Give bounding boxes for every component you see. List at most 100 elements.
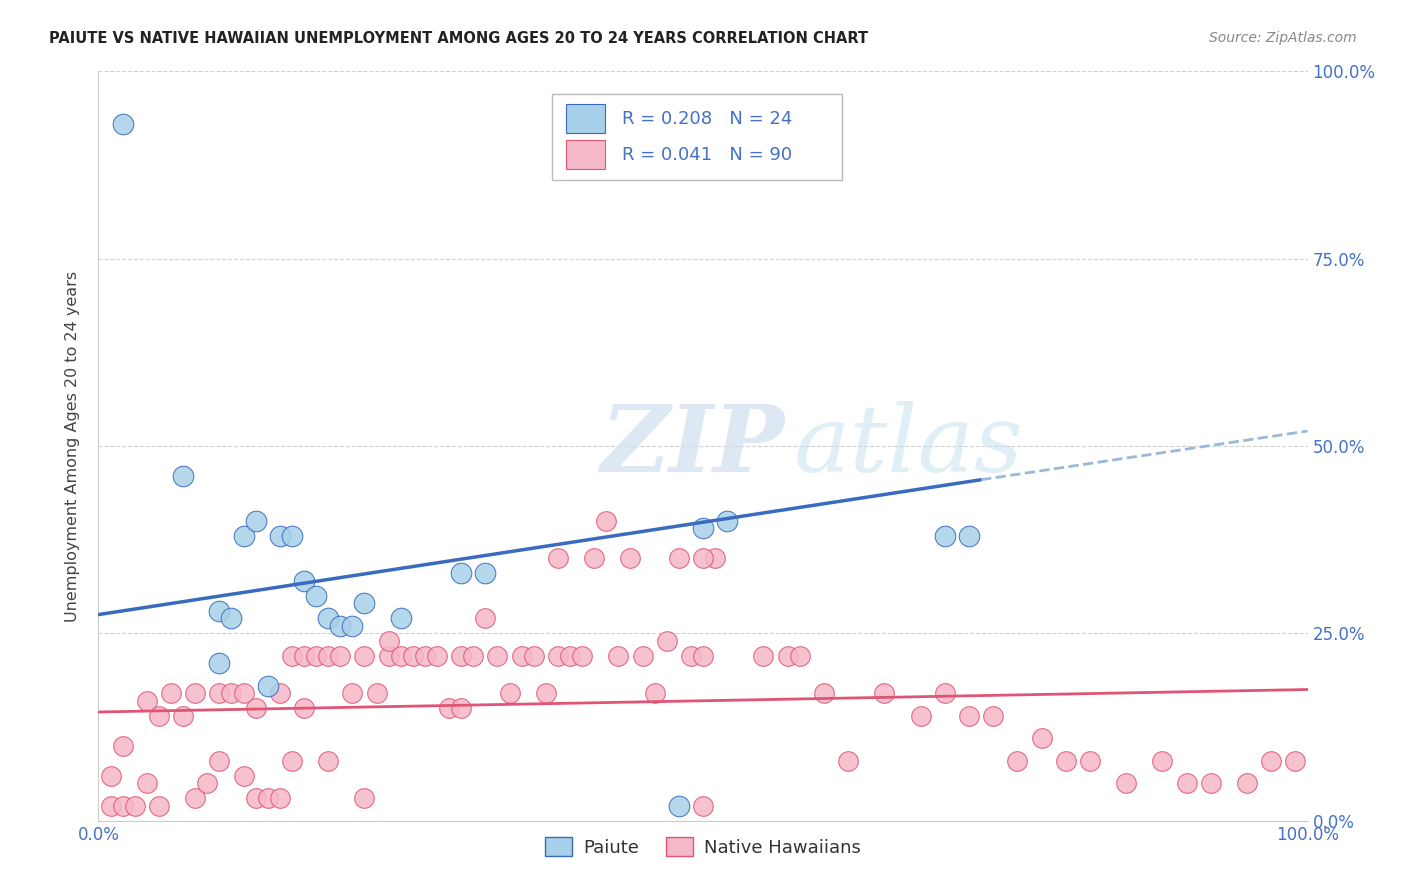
Point (366, 686, 388, 700)
Point (934, 529, 956, 543)
Point (389, 611, 412, 625)
Point (1175, 776, 1198, 790)
Point (413, 648, 436, 663)
Text: R = 0.041   N = 90: R = 0.041 N = 90 (621, 145, 792, 163)
Point (124, 798, 146, 813)
Point (135, 694, 157, 708)
Point (269, 686, 291, 700)
Point (292, 701, 315, 715)
Point (353, 791, 375, 805)
Point (245, 701, 267, 715)
Point (558, 648, 581, 663)
Point (716, 514, 738, 528)
Point (184, 686, 207, 700)
Point (1078, 754, 1101, 768)
Point (269, 529, 291, 543)
Point (269, 791, 291, 805)
Text: Source: ZipAtlas.com: Source: ZipAtlas.com (1209, 31, 1357, 45)
Point (644, 686, 666, 700)
Point (523, 648, 546, 663)
Point (245, 791, 267, 805)
Point (934, 686, 956, 700)
Point (111, 798, 134, 813)
Point (160, 686, 183, 700)
Point (256, 791, 278, 805)
Point (510, 648, 533, 663)
Point (607, 648, 630, 663)
Point (1260, 754, 1282, 768)
Point (245, 514, 267, 528)
Point (172, 469, 194, 483)
Point (463, 648, 485, 663)
Point (704, 551, 727, 566)
Point (232, 769, 254, 783)
Point (631, 648, 654, 663)
Legend: Paiute, Native Hawaiians: Paiute, Native Hawaiians (538, 830, 868, 864)
Point (292, 574, 315, 588)
Point (232, 686, 254, 700)
Point (100, 769, 122, 783)
Text: PAIUTE VS NATIVE HAWAIIAN UNEMPLOYMENT AMONG AGES 20 TO 24 YEARS CORRELATION CHA: PAIUTE VS NATIVE HAWAIIAN UNEMPLOYMENT A… (49, 31, 869, 46)
Point (342, 619, 364, 633)
Point (486, 648, 509, 663)
Point (957, 708, 980, 723)
Point (111, 739, 134, 753)
Point (208, 604, 231, 618)
Point (547, 648, 569, 663)
Point (692, 648, 714, 663)
Point (389, 648, 412, 663)
Point (305, 648, 328, 663)
Point (329, 619, 352, 633)
Point (837, 754, 859, 768)
Point (111, 117, 134, 131)
Point (668, 798, 690, 813)
Point (655, 633, 678, 648)
Point (195, 776, 218, 790)
Point (668, 551, 690, 566)
Point (752, 648, 775, 663)
Point (316, 648, 339, 663)
Point (571, 648, 593, 663)
Point (534, 686, 557, 700)
Point (208, 754, 231, 768)
Point (353, 648, 375, 663)
Text: ZIP: ZIP (600, 401, 785, 491)
Point (1284, 754, 1306, 768)
Point (281, 529, 304, 543)
Point (402, 648, 425, 663)
Point (316, 611, 339, 625)
Point (1007, 754, 1029, 768)
Point (957, 529, 980, 543)
Point (692, 521, 714, 535)
Point (1199, 776, 1222, 790)
Point (1054, 754, 1077, 768)
Point (256, 679, 278, 693)
Point (377, 633, 399, 648)
Point (450, 701, 472, 715)
Point (305, 589, 328, 603)
Point (208, 686, 231, 700)
FancyBboxPatch shape (551, 94, 842, 180)
Point (135, 776, 157, 790)
Point (437, 701, 460, 715)
Point (148, 708, 170, 723)
Point (619, 551, 641, 566)
Point (498, 686, 520, 700)
Point (184, 791, 207, 805)
Y-axis label: Unemployment Among Ages 20 to 24 years: Unemployment Among Ages 20 to 24 years (65, 270, 80, 622)
Point (474, 611, 496, 625)
Point (910, 708, 932, 723)
Point (100, 798, 122, 813)
Point (342, 686, 364, 700)
Point (208, 657, 231, 671)
Point (450, 648, 472, 663)
FancyBboxPatch shape (567, 104, 605, 133)
Point (547, 551, 569, 566)
Point (450, 566, 472, 581)
Point (281, 754, 304, 768)
FancyBboxPatch shape (567, 140, 605, 169)
Point (232, 529, 254, 543)
Point (776, 648, 799, 663)
Point (474, 566, 496, 581)
Point (692, 551, 714, 566)
